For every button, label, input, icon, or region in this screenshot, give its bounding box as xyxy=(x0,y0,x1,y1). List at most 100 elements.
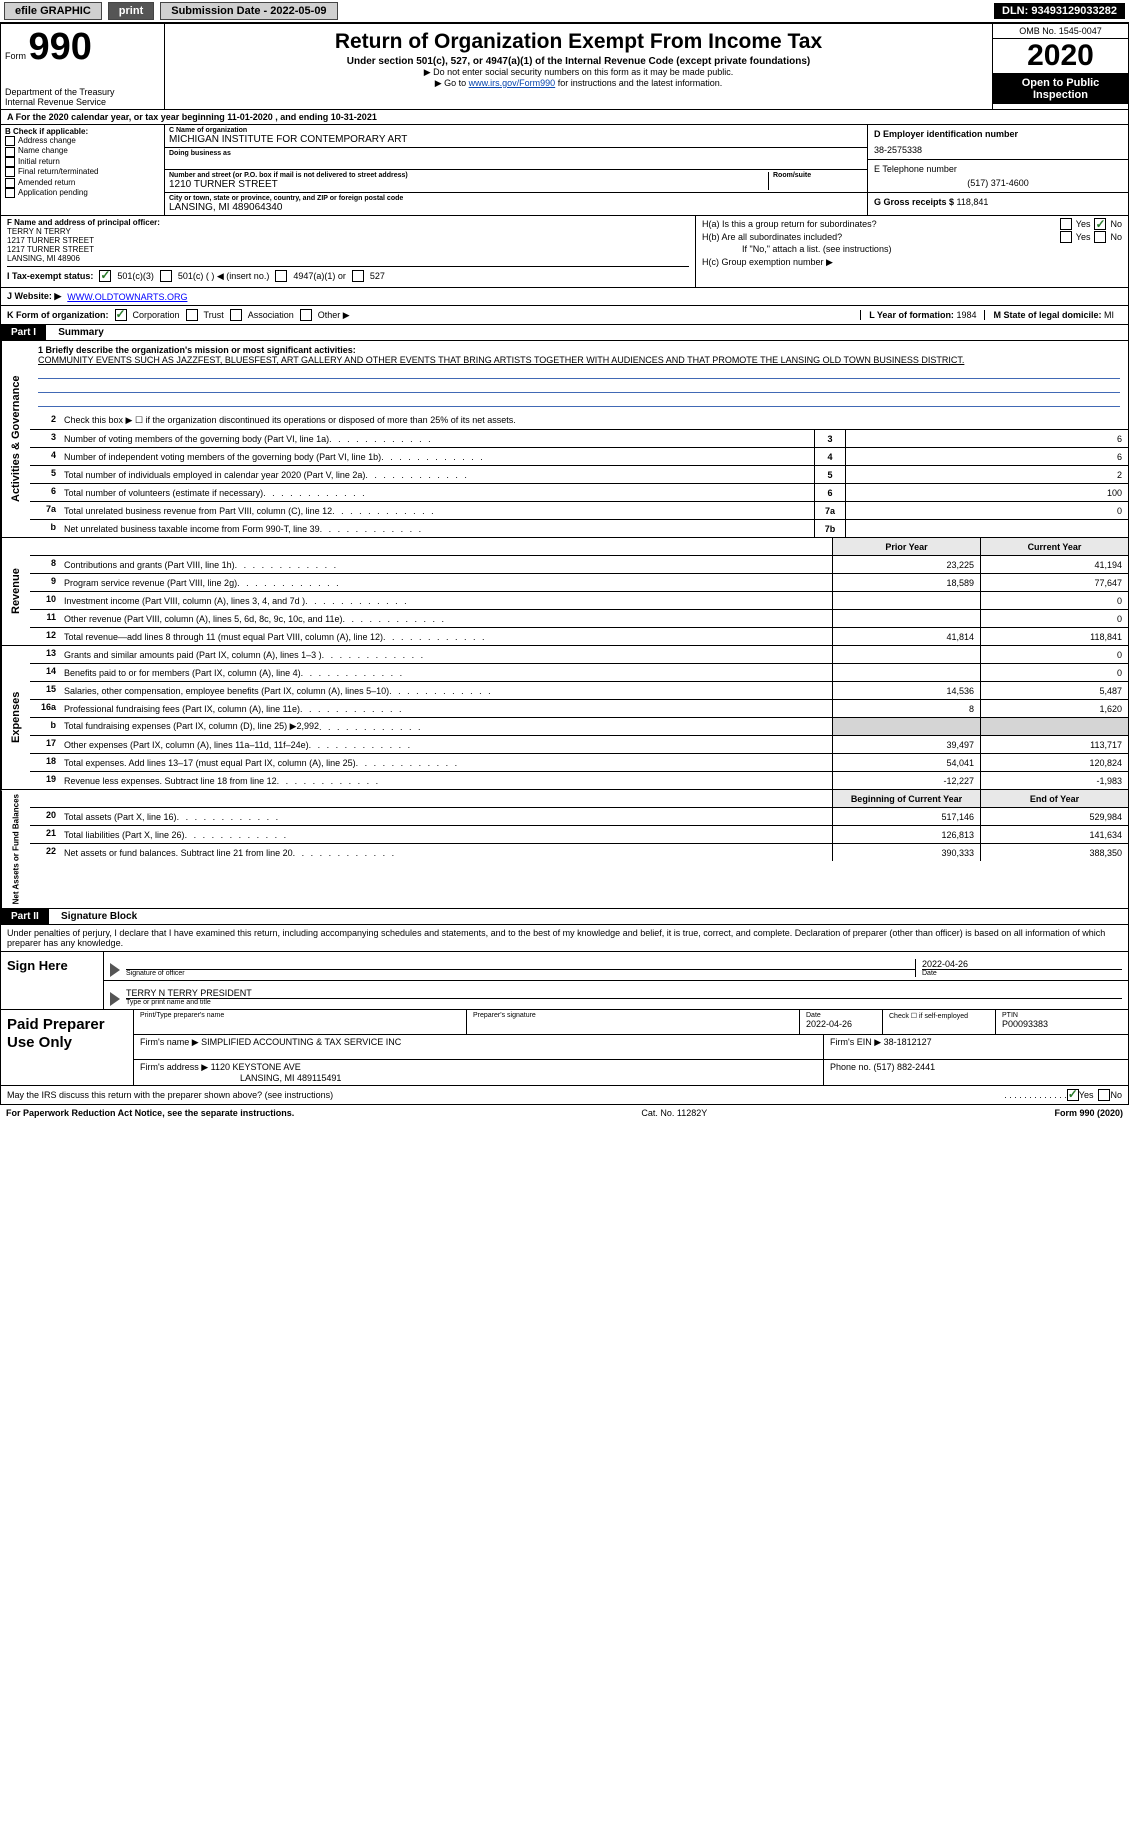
ha-label: H(a) Is this a group return for subordin… xyxy=(702,218,1056,231)
table-row: 5 Total number of individuals employed i… xyxy=(30,466,1128,484)
side-net-assets: Net Assets or Fund Balances xyxy=(1,790,30,908)
yes-label: Yes xyxy=(1076,218,1091,231)
no-label: No xyxy=(1110,231,1122,244)
otp-line2: Inspection xyxy=(996,89,1125,101)
psig-label: Preparer's signature xyxy=(473,1012,793,1019)
table-row: 12 Total revenue—add lines 8 through 11 … xyxy=(30,628,1128,645)
irs-link[interactable]: www.irs.gov/Form990 xyxy=(469,78,556,88)
hb-note: If "No," attach a list. (see instruction… xyxy=(702,243,1122,256)
table-row: 9 Program service revenue (Part VIII, li… xyxy=(30,574,1128,592)
yes-label: Yes xyxy=(1079,1090,1094,1100)
cb-name-change[interactable]: Name change xyxy=(5,146,160,156)
cb-final-return[interactable]: Final return/terminated xyxy=(5,167,160,177)
firm-ein-val: 38-1812127 xyxy=(884,1037,932,1047)
name-label: Type or print name and title xyxy=(126,998,1122,1006)
footer-mid: Cat. No. 11282Y xyxy=(294,1108,1054,1118)
table-row: 21 Total liabilities (Part X, line 26) 1… xyxy=(30,826,1128,844)
ein-val: 38-2575338 xyxy=(874,145,1122,155)
subtitle-1: Under section 501(c), 527, or 4947(a)(1)… xyxy=(169,56,988,67)
table-row: b Net unrelated business taxable income … xyxy=(30,520,1128,537)
arrow-icon xyxy=(110,963,120,977)
table-row: 8 Contributions and grants (Part VIII, l… xyxy=(30,556,1128,574)
addr-val: 1210 TURNER STREET xyxy=(169,179,768,190)
footer: For Paperwork Reduction Act Notice, see … xyxy=(0,1105,1129,1121)
officer-l3: LANSING, MI 48906 xyxy=(7,254,689,263)
hc-row: H(c) Group exemption number ▶ xyxy=(702,256,1122,269)
section-a: A For the 2020 calendar year, or tax yea… xyxy=(0,110,1129,125)
dln-box: DLN: 93493129033282 xyxy=(994,3,1125,19)
efile-graphic-btn[interactable]: efile GRAPHIC xyxy=(4,2,102,20)
cb-501c[interactable] xyxy=(160,270,172,282)
opt-501c: 501(c) ( ) ◀ (insert no.) xyxy=(178,271,269,282)
officer-l1: 1217 TURNER STREET xyxy=(7,236,689,245)
cb-label: Application pending xyxy=(18,188,88,198)
begin-year-hdr: Beginning of Current Year xyxy=(832,790,980,807)
table-row: 11 Other revenue (Part VIII, column (A),… xyxy=(30,610,1128,628)
table-row: 22 Net assets or fund balances. Subtract… xyxy=(30,844,1128,861)
opt-trust: Trust xyxy=(204,310,224,320)
officer-name: TERRY N TERRY xyxy=(7,227,689,236)
hb-yes[interactable] xyxy=(1060,231,1072,243)
gross-val: 118,841 xyxy=(957,197,989,207)
firm-name-row: Firm's name ▶ SIMPLIFIED ACCOUNTING & TA… xyxy=(134,1035,1128,1060)
print-btn[interactable]: print xyxy=(108,2,154,20)
mission-text: COMMUNITY EVENTS SUCH AS JAZZFEST, BLUES… xyxy=(38,355,1120,365)
sig-intro: Under penalties of perjury, I declare th… xyxy=(1,925,1128,951)
part-1-title: Summary xyxy=(48,325,114,340)
submission-date-btn: Submission Date - 2022-05-09 xyxy=(160,2,337,20)
dln-val: 93493129033282 xyxy=(1031,5,1117,17)
cb-527[interactable] xyxy=(352,270,364,282)
self-employed-cell: Check ☐ if self-employed xyxy=(883,1010,996,1034)
ptin-val: P00093383 xyxy=(1002,1019,1122,1029)
may-irs-no[interactable] xyxy=(1098,1089,1110,1101)
sig-date-val: 2022-04-26 xyxy=(922,959,1122,969)
table-row: 3 Number of voting members of the govern… xyxy=(30,430,1128,448)
sig-label: Signature of officer xyxy=(126,969,915,977)
ha-no[interactable] xyxy=(1094,218,1106,230)
hb-no[interactable] xyxy=(1094,231,1106,243)
ha-row: H(a) Is this a group return for subordin… xyxy=(702,218,1122,231)
hb-note-row: If "No," attach a list. (see instruction… xyxy=(702,243,1122,256)
may-irs-yes[interactable] xyxy=(1067,1089,1079,1101)
cb-label: Initial return xyxy=(18,157,60,167)
m-label: M State of legal domicile: xyxy=(993,310,1104,320)
dba-row: Doing business as xyxy=(165,148,867,170)
current-year-hdr: Current Year xyxy=(980,538,1128,555)
net-assets-section: Net Assets or Fund Balances Beginning of… xyxy=(0,790,1129,909)
no-label: No xyxy=(1110,218,1122,231)
opt-corp: Corporation xyxy=(133,310,180,320)
signature-block: Under penalties of perjury, I declare th… xyxy=(0,925,1129,1010)
cb-association[interactable] xyxy=(230,309,242,321)
may-irs-row: May the IRS discuss this return with the… xyxy=(0,1086,1129,1105)
officer-name-val: TERRY N TERRY PRESIDENT xyxy=(126,988,1122,998)
cb-corporation[interactable] xyxy=(115,309,127,321)
firm-ein-label: Firm's EIN ▶ xyxy=(830,1037,884,1047)
l-val: 1984 xyxy=(956,310,976,320)
state-domicile: M State of legal domicile: MI xyxy=(984,310,1122,320)
cb-address-change[interactable]: Address change xyxy=(5,136,160,146)
org-name-row: C Name of organization MICHIGAN INSTITUT… xyxy=(165,125,867,148)
firm-addr-label: Firm's address ▶ xyxy=(140,1062,211,1072)
l-label: L Year of formation: xyxy=(869,310,956,320)
side-expenses: Expenses xyxy=(1,646,30,789)
ha-yes[interactable] xyxy=(1060,218,1072,230)
cb-other[interactable] xyxy=(300,309,312,321)
section-j: J Website: ▶ WWW.OLDTOWNARTS.ORG xyxy=(0,288,1129,306)
cb-4947[interactable] xyxy=(275,270,287,282)
cb-label: Amended return xyxy=(18,178,75,188)
org-name: MICHIGAN INSTITUTE FOR CONTEMPORARY ART xyxy=(169,134,863,145)
address-row: Number and street (or P.O. box if mail i… xyxy=(165,170,867,193)
side-revenue: Revenue xyxy=(1,538,30,645)
cb-501c3[interactable] xyxy=(99,270,111,282)
table-row: 13 Grants and similar amounts paid (Part… xyxy=(30,646,1128,664)
cb-amended-return[interactable]: Amended return xyxy=(5,178,160,188)
cb-trust[interactable] xyxy=(186,309,198,321)
firm-addr1: 1120 KEYSTONE AVE xyxy=(211,1062,301,1072)
omb-number: OMB No. 1545-0047 xyxy=(993,24,1128,39)
ptin-label: PTIN xyxy=(1002,1012,1122,1019)
footer-left: For Paperwork Reduction Act Notice, see … xyxy=(6,1108,294,1118)
cb-initial-return[interactable]: Initial return xyxy=(5,157,160,167)
website-link[interactable]: WWW.OLDTOWNARTS.ORG xyxy=(67,292,187,302)
part-2-title: Signature Block xyxy=(51,909,147,924)
cb-application-pending[interactable]: Application pending xyxy=(5,188,160,198)
